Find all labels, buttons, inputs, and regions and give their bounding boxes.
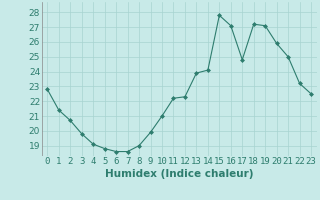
X-axis label: Humidex (Indice chaleur): Humidex (Indice chaleur) <box>105 169 253 179</box>
